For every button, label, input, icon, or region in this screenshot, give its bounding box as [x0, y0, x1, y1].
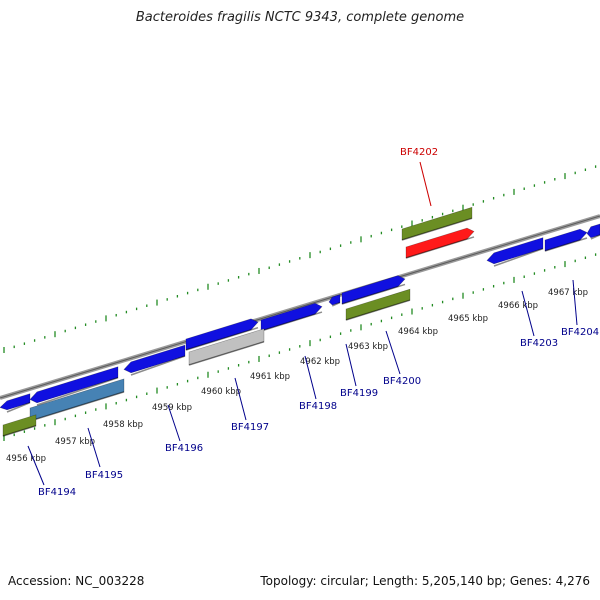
kbp-label: 4965 kbp	[448, 314, 488, 324]
gene-features	[0, 206, 600, 437]
gene-feature	[260, 302, 323, 332]
gene-feature-edge	[544, 237, 588, 252]
gene-feature-rna-edge	[2, 425, 37, 437]
gene-feature-edge	[6, 402, 31, 413]
gene-label: BF4198	[299, 401, 337, 412]
kbp-label: 4959 kbp	[152, 403, 192, 413]
gene-leader-line	[167, 404, 181, 442]
gene-feature-edge	[130, 355, 186, 376]
gene-leader-line	[304, 355, 317, 400]
kbp-label: 4957 kbp	[55, 437, 95, 447]
gene-feature-rna-edge	[401, 217, 473, 241]
kbp-label: 4966 kbp	[498, 301, 538, 311]
gene-feature-steel-edge	[29, 391, 125, 422]
kbp-label: 4961 kbp	[250, 372, 290, 382]
gene-leader-line	[521, 290, 535, 337]
gene-feature	[486, 237, 544, 265]
gene-feature	[29, 366, 119, 404]
gene-feature-pseudo-edge	[188, 341, 265, 366]
gene-feature-edge	[260, 311, 323, 332]
gene-label: BF4202	[400, 147, 438, 158]
gene-label: BF4200	[383, 376, 421, 387]
gene-feature-edge	[185, 326, 259, 351]
gene-label: BF4195	[85, 470, 123, 481]
tick-track-lower	[3, 253, 597, 441]
gene-feature-pseudo	[188, 328, 265, 366]
gene-feature	[0, 393, 31, 411]
gene-leader-line	[234, 377, 247, 421]
gene-feature-rna	[345, 288, 411, 321]
gene-label: BF4204	[561, 327, 599, 338]
gene-feature-rna	[401, 206, 473, 241]
gene-feature-highlight-edge	[405, 236, 475, 259]
kbp-label: 4958 kbp	[103, 420, 143, 430]
gene-feature	[328, 294, 341, 306]
gene-label: BF4196	[165, 443, 203, 454]
gene-label: BF4197	[231, 422, 269, 433]
gene-feature-highlight	[405, 227, 475, 259]
kbp-label: 4963 kbp	[348, 342, 388, 352]
genome-summary-text: Topology: circular; Length: 5,205,140 bp…	[260, 574, 590, 588]
gene-feature	[586, 223, 600, 239]
gene-feature-rna-edge	[345, 299, 411, 321]
gene-leader-line	[87, 427, 101, 468]
gene-feature	[341, 275, 406, 305]
accession-text: Accession: NC_003228	[8, 574, 145, 588]
kbp-label: 4962 kbp	[300, 357, 340, 367]
gene-feature	[544, 228, 588, 252]
gene-feature-edge	[36, 377, 119, 406]
gene-feature	[185, 318, 259, 351]
gene-feature-edge	[493, 247, 544, 267]
gene-feature-edge	[590, 234, 600, 240]
tick-track-upper	[3, 165, 597, 353]
map-title: Bacteroides fragilis NCTC 9343, complete…	[135, 10, 465, 25]
kbp-label: 4964 kbp	[398, 327, 438, 337]
gene-label: BF4194	[38, 487, 76, 498]
kbp-scale: 4956 kbp 4957 kbp 4958 kbp 4959 kbp 4960 kbp…	[6, 288, 588, 464]
gene-label: BF4199	[340, 388, 378, 399]
gene-leader-line	[572, 279, 578, 326]
kbp-label: 4960 kbp	[201, 387, 241, 397]
gene-feature-rna	[2, 414, 37, 437]
genome-backbone	[0, 214, 600, 400]
gene-leader-line	[419, 161, 432, 207]
gene-feature	[123, 344, 186, 374]
kbp-label: 4967 kbp	[548, 288, 588, 298]
gene-label: BF4203	[520, 338, 558, 349]
kbp-label: 4956 kbp	[6, 454, 46, 464]
backbone-core	[0, 215, 600, 399]
gene-leader-line	[345, 343, 357, 387]
gene-leader-line	[385, 330, 401, 375]
gene-feature-edge	[341, 283, 406, 305]
gene-leader-line	[27, 445, 45, 486]
gene-feature-edge	[331, 301, 341, 307]
